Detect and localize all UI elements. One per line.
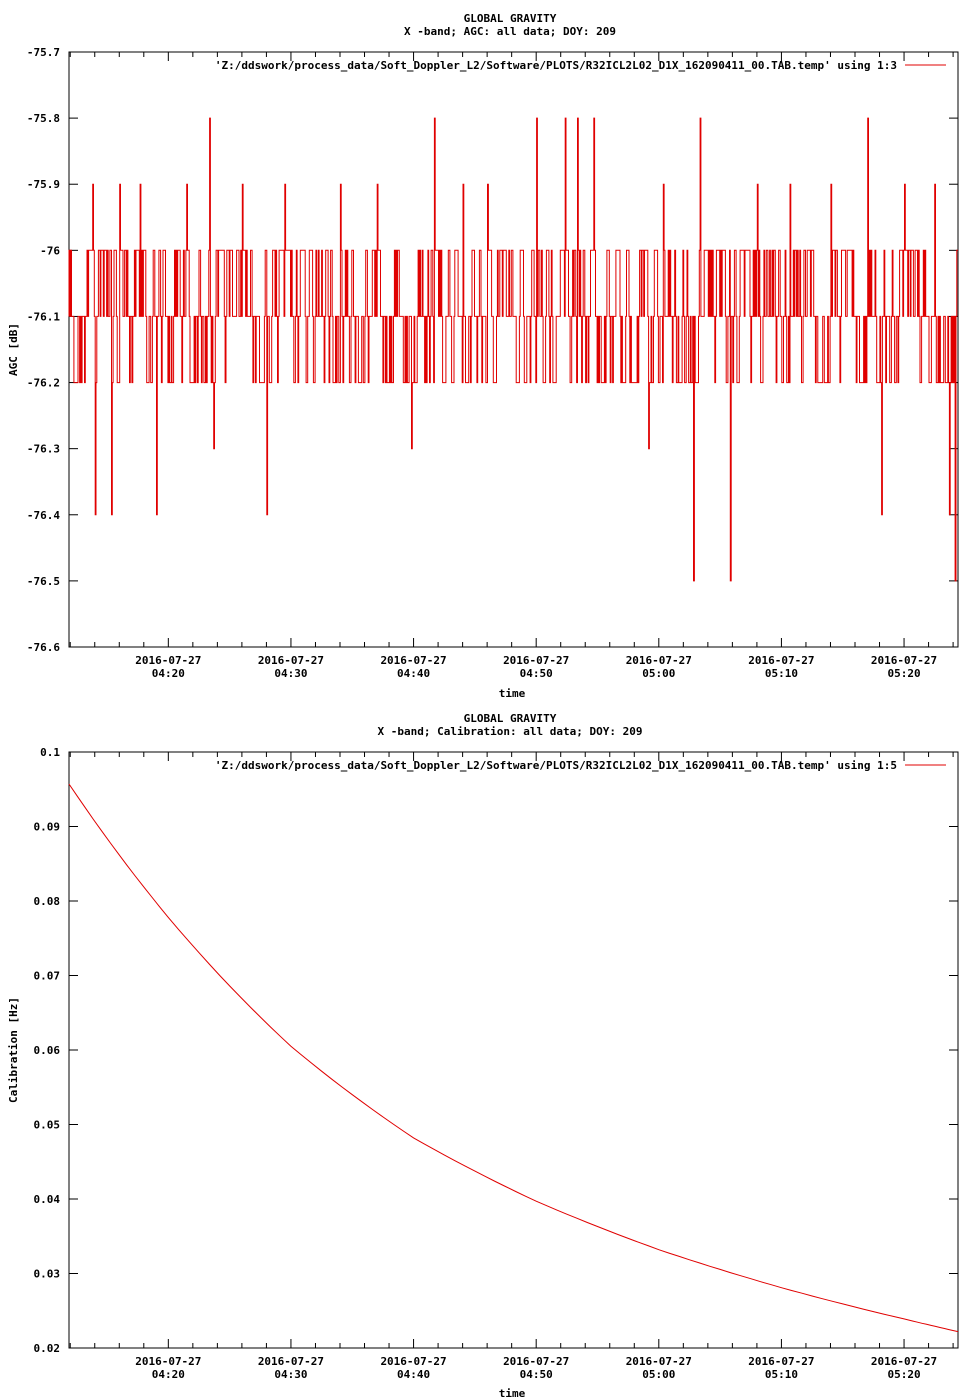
series-line: [68, 117, 958, 582]
y-tick-label: -75.8: [27, 112, 60, 125]
x-tick-date: 2016-07-27: [380, 654, 446, 667]
x-tick-time: 04:40: [397, 1368, 430, 1381]
y-tick-label: 0.1: [40, 746, 60, 759]
y-tick-label: 0.03: [34, 1268, 61, 1281]
x-tick-date: 2016-07-27: [626, 1355, 692, 1368]
plot-frame: [68, 51, 959, 648]
y-tick-label: 0.06: [34, 1044, 61, 1057]
x-tick-time: 04:20: [152, 667, 185, 680]
x-tick-date: 2016-07-27: [135, 1355, 201, 1368]
x-tick-date: 2016-07-27: [748, 1355, 814, 1368]
y-tick-label: -76.4: [27, 509, 60, 522]
x-tick-time: 04:50: [520, 667, 553, 680]
y-axis-label: Calibration [Hz]: [7, 997, 20, 1103]
series-line: [68, 783, 959, 1333]
y-tick-label: -75.9: [27, 178, 60, 191]
y-tick-label: -75.7: [27, 46, 60, 59]
chart-title: GLOBAL GRAVITY: [464, 712, 557, 725]
x-axis-label: time: [499, 687, 526, 700]
legend-label: 'Z:/ddswork/process_data/Soft_Doppler_L2…: [215, 759, 897, 772]
x-tick-date: 2016-07-27: [626, 654, 692, 667]
x-tick-time: 05:20: [887, 1368, 920, 1381]
legend-label: 'Z:/ddswork/process_data/Soft_Doppler_L2…: [215, 59, 897, 72]
y-tick-label: -76.5: [27, 575, 60, 588]
x-tick-date: 2016-07-27: [380, 1355, 446, 1368]
y-axis-label: AGC [dB]: [7, 323, 20, 376]
x-tick-time: 04:20: [152, 1368, 185, 1381]
x-axis-label: time: [499, 1387, 526, 1400]
x-tick-date: 2016-07-27: [258, 1355, 324, 1368]
x-tick-date: 2016-07-27: [871, 1355, 937, 1368]
x-tick-time: 04:30: [274, 667, 307, 680]
y-tick-label: -76: [40, 244, 60, 257]
y-tick-label: 0.02: [34, 1342, 61, 1355]
plot-frame: [68, 751, 959, 1349]
x-tick-date: 2016-07-27: [258, 654, 324, 667]
x-tick-time: 05:00: [642, 667, 675, 680]
y-tick-label: 0.09: [34, 821, 61, 834]
x-tick-time: 05:00: [642, 1368, 675, 1381]
y-tick-label: -76.2: [27, 377, 60, 390]
y-tick-label: -76.6: [27, 641, 60, 654]
x-tick-time: 04:50: [520, 1368, 553, 1381]
x-tick-date: 2016-07-27: [748, 654, 814, 667]
x-tick-time: 05:10: [765, 1368, 798, 1381]
y-tick-label: -76.1: [27, 310, 60, 323]
chart-subtitle: X -band; AGC: all data; DOY: 209: [404, 25, 616, 38]
y-tick-label: 0.05: [34, 1119, 61, 1132]
x-tick-time: 04:30: [274, 1368, 307, 1381]
y-tick-label: 0.04: [34, 1193, 61, 1206]
x-tick-time: 05:20: [887, 667, 920, 680]
y-tick-label: 0.07: [34, 970, 61, 983]
x-tick-date: 2016-07-27: [503, 654, 569, 667]
x-tick-time: 05:10: [765, 667, 798, 680]
x-tick-date: 2016-07-27: [503, 1355, 569, 1368]
y-tick-label: -76.3: [27, 443, 60, 456]
chart-subtitle: X -band; Calibration: all data; DOY: 209: [378, 725, 643, 738]
x-tick-time: 04:40: [397, 667, 430, 680]
chart-title: GLOBAL GRAVITY: [464, 12, 557, 25]
x-tick-date: 2016-07-27: [135, 654, 201, 667]
x-tick-date: 2016-07-27: [871, 654, 937, 667]
y-tick-label: 0.08: [34, 895, 61, 908]
